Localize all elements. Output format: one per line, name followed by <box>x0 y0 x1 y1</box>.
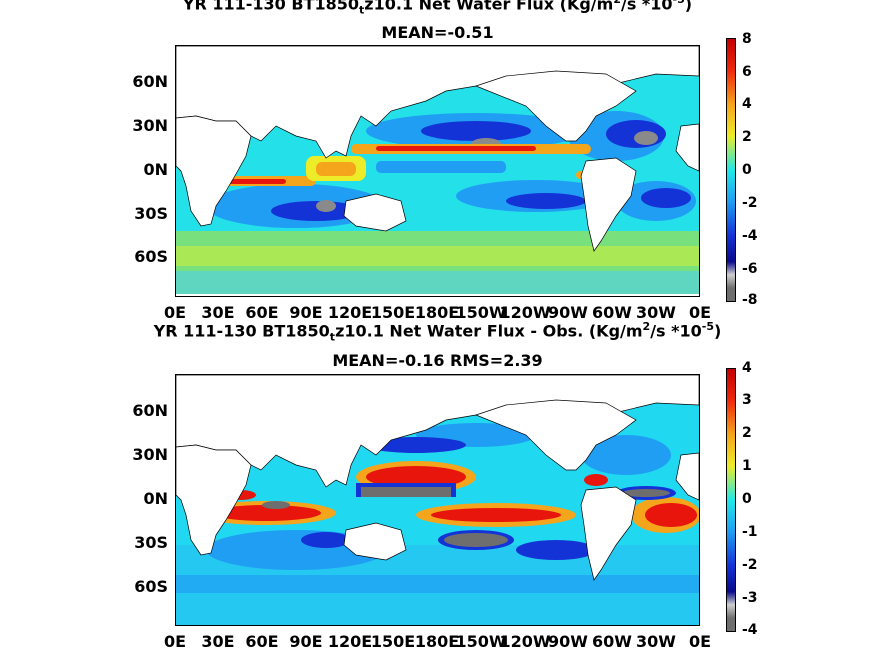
title-sup-2: -5 <box>701 320 714 333</box>
lat-label: 60S <box>134 577 168 596</box>
panel1-subtitle: MEAN=-0.51 <box>381 23 494 42</box>
lat-label: 30N <box>132 116 168 135</box>
title-sup-1: 2 <box>613 0 621 6</box>
panel1-colorbar-svg <box>727 39 735 301</box>
lon-label: 0E <box>163 303 187 322</box>
panel2-lat-axis: 60N 30N 0N 30S 60S <box>118 320 168 656</box>
lon-label: 180E <box>414 632 460 651</box>
title-text-mid2: /s *10 <box>620 0 673 14</box>
colorbar-label: -2 <box>742 195 758 211</box>
lon-label: 120E <box>327 303 373 322</box>
lon-label: 150W <box>455 632 507 651</box>
colorbar-label: -2 <box>742 557 758 573</box>
panel-model-flux: YR 111-130 BT1850tz10.1 Net Water Flux (… <box>0 0 875 322</box>
title-text-mid: z10.1 Net Water Flux (Kg/m <box>364 0 614 14</box>
lon-label: 90E <box>289 632 323 651</box>
panel1-map <box>175 45 700 297</box>
lat-label: 30S <box>134 533 168 552</box>
panel1-colorbar <box>726 38 736 302</box>
title-end: ) <box>684 0 693 14</box>
lon-label: 60E <box>245 303 279 322</box>
panel1-lat-axis: 60N 30N 0N 30S 60S <box>118 0 168 320</box>
colorbar-label: 8 <box>742 31 752 47</box>
panel2-map-svg <box>175 374 701 625</box>
colorbar-label: 4 <box>742 96 752 112</box>
title-sup-2: -5 <box>673 0 685 6</box>
colorbar-label: 6 <box>742 64 752 80</box>
colorbar-label: -3 <box>742 590 758 606</box>
panel1-title: YR 111-130 BT1850tz10.1 Net Water Flux (… <box>0 0 875 17</box>
title-sup-1: 2 <box>642 320 651 333</box>
panel2-map <box>175 374 701 626</box>
lon-label: 90W <box>548 303 588 322</box>
lon-label: 0E <box>688 303 712 322</box>
lon-label: 30W <box>636 303 676 322</box>
colorbar-label: -8 <box>742 292 758 308</box>
colorbar-label: 1 <box>742 458 752 474</box>
title-text: YR 111-130 BT1850 <box>153 321 330 341</box>
colorbar-label: -4 <box>742 228 758 244</box>
lon-label: 180E <box>414 303 460 322</box>
colorbar-label: -6 <box>742 261 758 277</box>
lon-label: 30W <box>636 632 676 651</box>
lon-label: 90W <box>548 632 588 651</box>
title-sub: t <box>359 3 365 17</box>
panel2-colorbar <box>726 368 736 632</box>
lat-label: 60N <box>132 72 168 91</box>
title-end: ) <box>714 321 722 341</box>
lon-label: 120E <box>327 632 373 651</box>
lat-label: 60N <box>132 401 168 420</box>
panel1-map-svg <box>175 45 700 296</box>
title-text-mid2: /s *10 <box>650 321 702 341</box>
panel2-title: YR 111-130 BT1850tz10.1 Net Water Flux -… <box>0 320 875 344</box>
lon-label: 30E <box>201 303 235 322</box>
lon-label: 0E <box>688 632 712 651</box>
colorbar-label: 0 <box>742 491 752 507</box>
lon-label: 0E <box>163 632 187 651</box>
title-text-mid: z10.1 Net Water Flux - Obs. (Kg/m <box>335 321 643 341</box>
colorbar-label: 2 <box>742 425 752 441</box>
title-sub: t <box>329 330 336 344</box>
title-text: YR 111-130 BT1850 <box>182 0 360 14</box>
colorbar-label: 2 <box>742 129 752 145</box>
lat-label: 30S <box>134 204 168 223</box>
lon-label: 60E <box>245 632 279 651</box>
lon-label: 60W <box>592 303 632 322</box>
lon-label: 150E <box>370 632 416 651</box>
panel2-subtitle: MEAN=-0.16 RMS=2.39 <box>332 351 543 370</box>
panel2-colorbar-svg <box>727 369 735 631</box>
lat-label: 60S <box>134 247 168 266</box>
panel-flux-minus-obs: YR 111-130 BT1850tz10.1 Net Water Flux -… <box>0 320 875 656</box>
colorbar-label: -4 <box>742 622 758 638</box>
lon-label: 60W <box>592 632 632 651</box>
lon-label: 120W <box>499 632 551 651</box>
lon-label: 90E <box>289 303 323 322</box>
lon-label: 150E <box>370 303 416 322</box>
lon-label: 120W <box>499 303 551 322</box>
colorbar-label: 0 <box>742 162 752 178</box>
colorbar-label: -1 <box>742 524 758 540</box>
lon-label: 150W <box>455 303 507 322</box>
colorbar-label: 3 <box>742 392 752 408</box>
lat-label: 0N <box>143 489 168 508</box>
lat-label: 0N <box>143 160 168 179</box>
lat-label: 30N <box>132 445 168 464</box>
colorbar-label: 4 <box>742 360 752 376</box>
lon-label: 30E <box>201 632 235 651</box>
